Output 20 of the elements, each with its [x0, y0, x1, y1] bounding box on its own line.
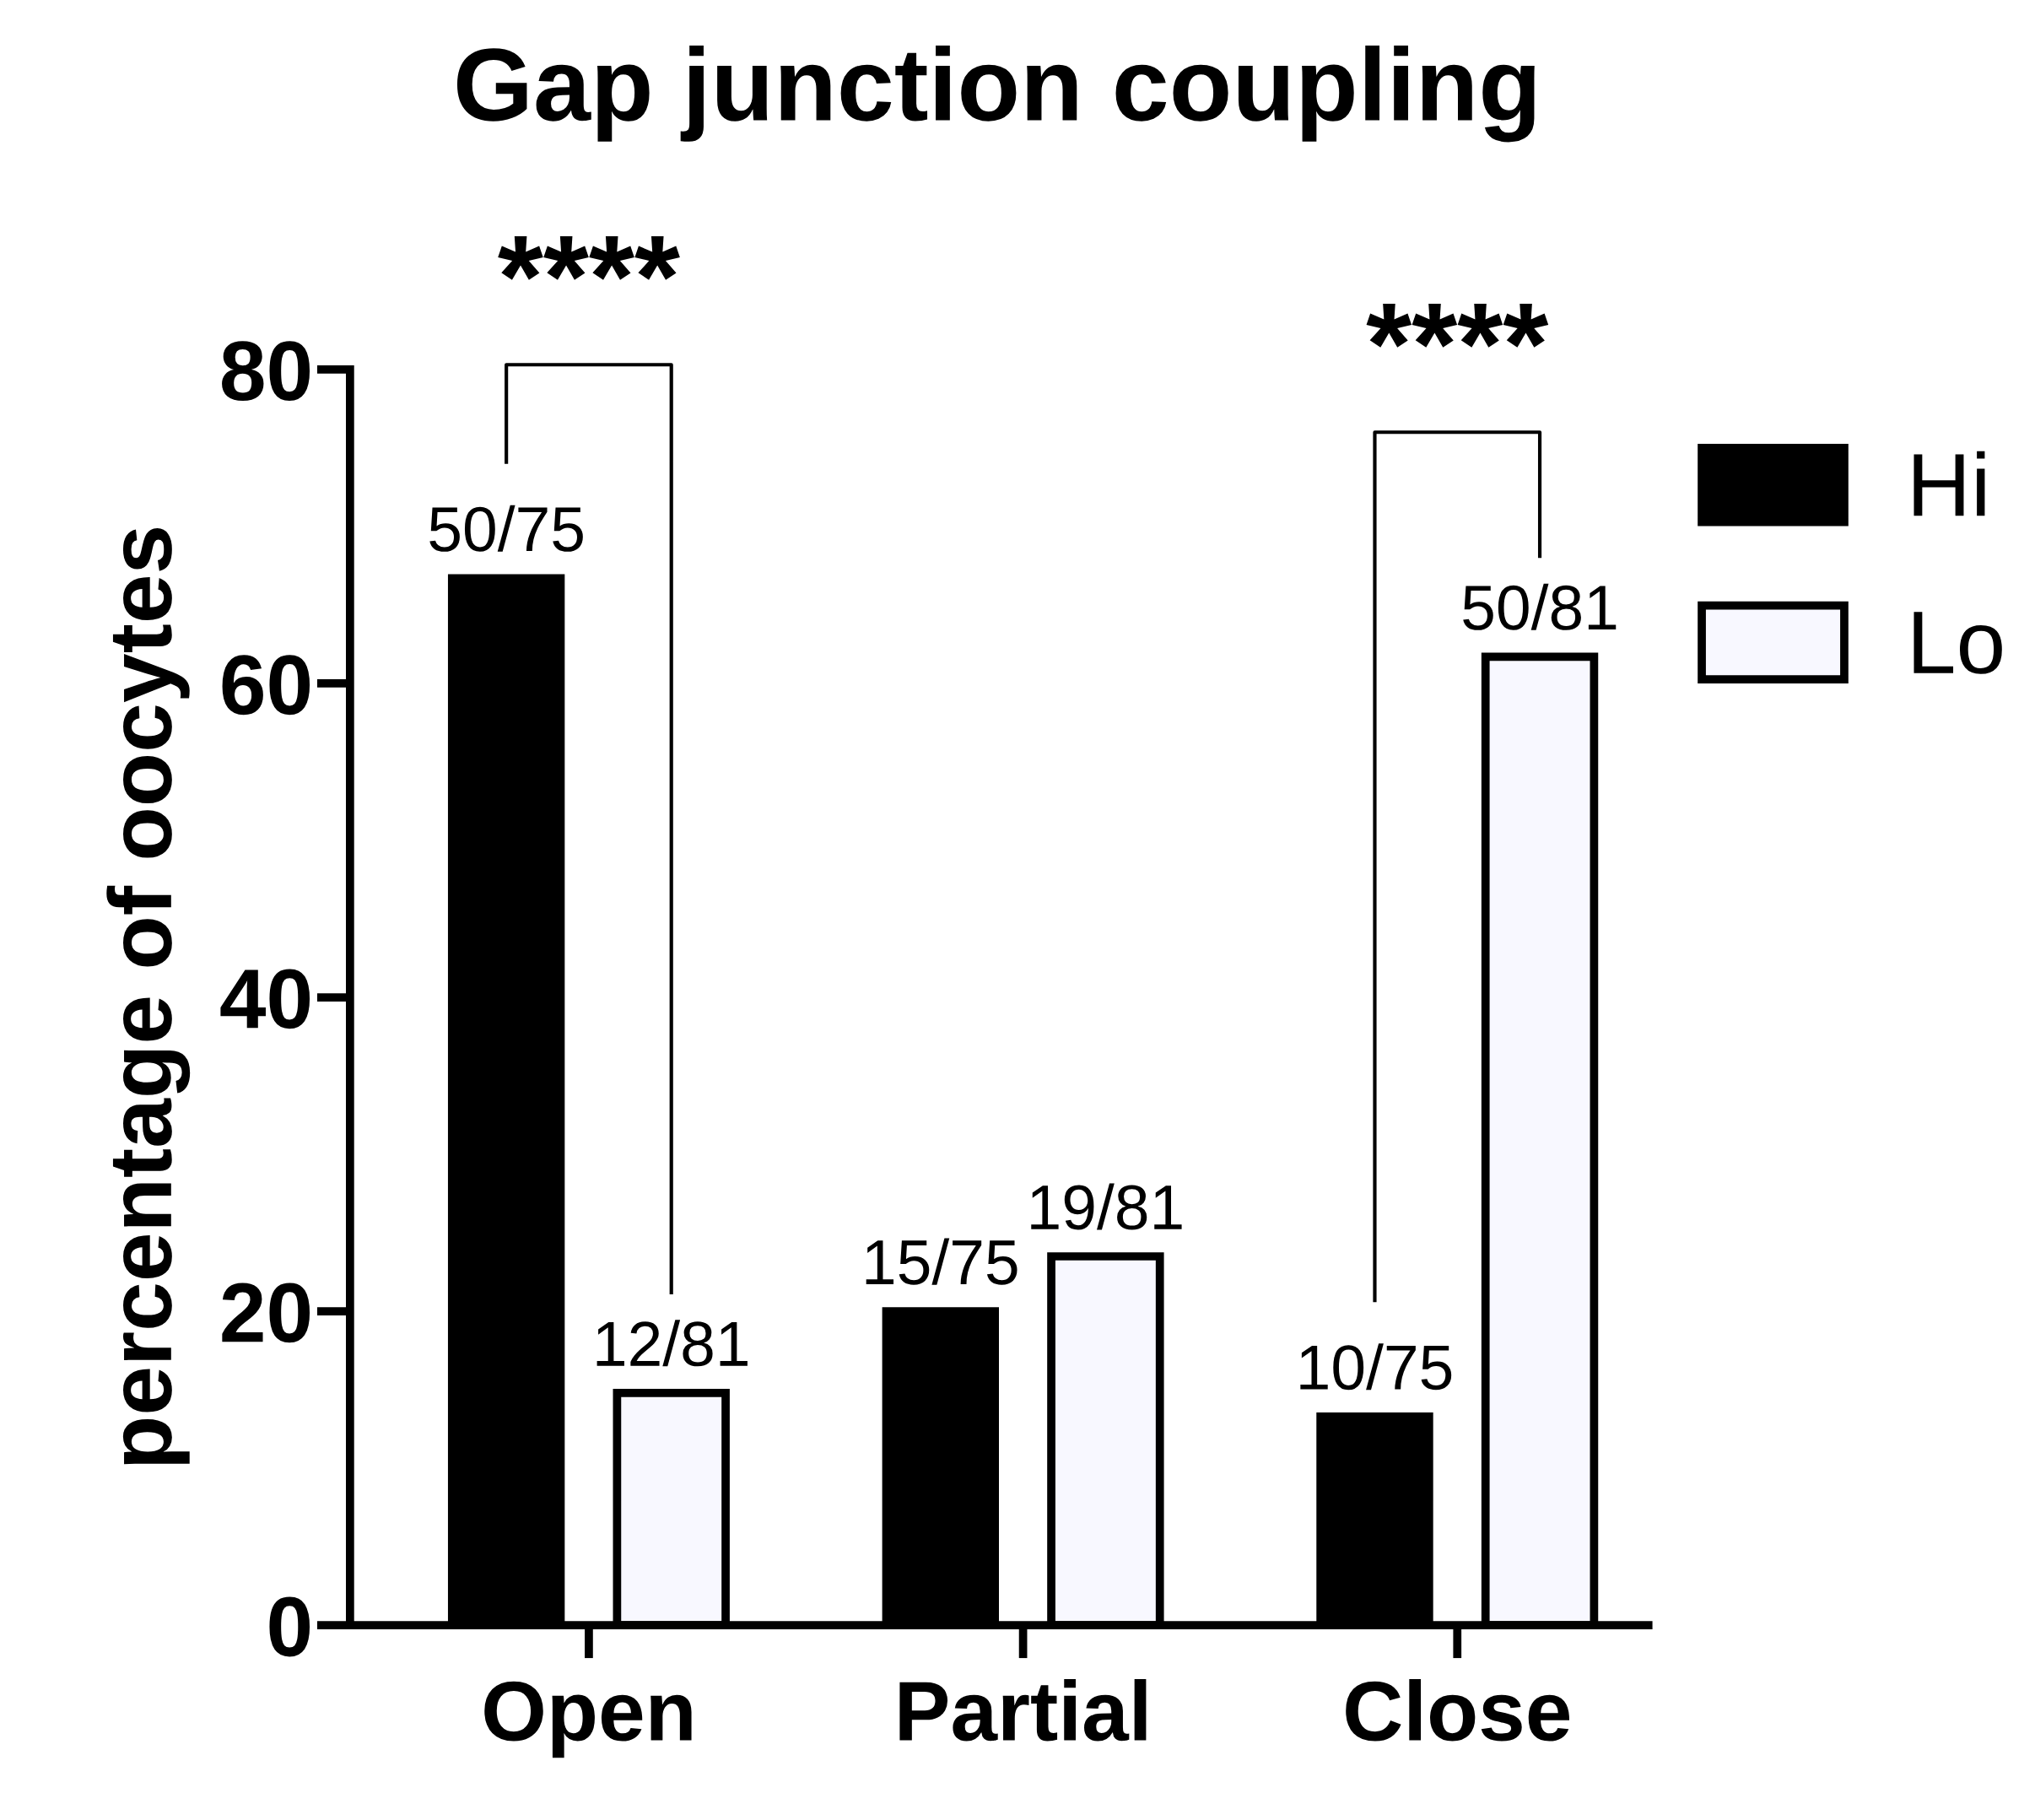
legend-label: Lo	[1914, 612, 2002, 674]
text: ****	[498, 236, 680, 280]
y-axis-title: percentage of oocytes	[106, 528, 191, 1465]
data-label: 50/81	[1463, 583, 1617, 630]
y-tick-label: 20	[222, 1283, 310, 1343]
y-tick-label: 0	[269, 1596, 310, 1657]
chart-title: Gap junction coupling	[456, 45, 1535, 143]
y-tick-label: 40	[220, 969, 310, 1029]
data-label: 12/81	[596, 1320, 748, 1367]
data-label: 50/75	[429, 505, 583, 552]
y-tick-label: 60	[222, 655, 310, 716]
data-label: 15/75	[866, 1238, 1018, 1285]
y-tick-label: 80	[222, 341, 310, 402]
data-label: 19/81	[1031, 1183, 1182, 1230]
x-tick-label: Close	[1346, 1679, 1570, 1742]
text: ****	[1366, 304, 1549, 348]
x-tick-label: Partial	[899, 1679, 1147, 1742]
x-tick-label: Open	[484, 1681, 692, 1758]
legend-label: Hi	[1914, 451, 1985, 516]
data-label: 10/75	[1300, 1343, 1452, 1391]
